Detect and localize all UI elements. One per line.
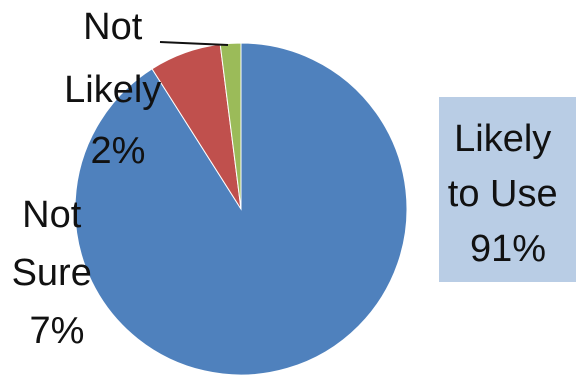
likely-to-use-label: Likely to Use 91% [448,118,568,270]
not-sure-label-value: 7% [30,310,85,352]
likely-to-use-label-line-1: Likely [454,118,551,160]
not-likely-label-value: 2% [91,130,146,172]
pie-slices [74,42,408,376]
not-sure-label-line-2: Sure [12,252,92,294]
likely-to-use-label-value: 91% [470,228,546,270]
not-likely-label-line-2: Likely [64,69,161,111]
not-likely-leader-line [159,41,229,46]
likely-to-use-label-line-2: to Use [448,173,558,215]
likely-to-use-label-box [439,97,576,282]
not-sure-label-line-1: Not [22,194,82,236]
not-sure-label: Not Sure 7% [12,194,103,352]
not-likely-label-line-1: Not [83,6,143,48]
not-likely-label: Not Likely 2% [64,6,172,172]
